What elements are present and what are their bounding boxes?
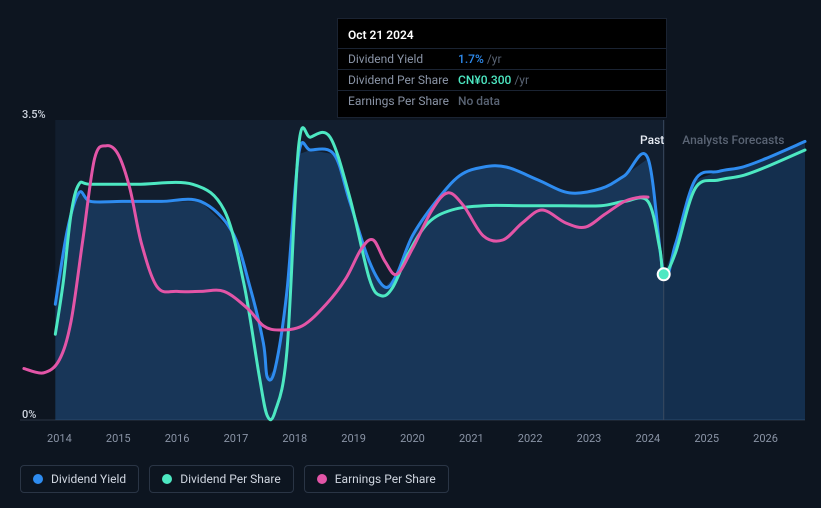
x-tick: 2014 <box>30 432 89 445</box>
legend-label: Earnings Per Share <box>335 472 436 486</box>
x-tick: 2019 <box>324 432 383 445</box>
legend-item[interactable]: Dividend Yield <box>20 465 139 493</box>
band-labels: Past Analysts Forecasts <box>640 133 784 147</box>
x-tick: 2018 <box>265 432 324 445</box>
tooltip-row: Earnings Per ShareNo data <box>338 91 666 111</box>
x-tick: 2021 <box>442 432 501 445</box>
x-tick: 2016 <box>148 432 207 445</box>
past-label: Past <box>640 133 664 147</box>
legend-label: Dividend Yield <box>51 472 126 486</box>
dividend-chart: 3.5% 0% Past Analysts Forecasts 20142015… <box>0 0 821 508</box>
y-tick-max: 3.5% <box>22 108 46 121</box>
tooltip-row-label: Dividend Per Share <box>348 73 458 87</box>
x-axis: 2014201520162017201820192020202120222023… <box>20 432 805 445</box>
x-tick: 2015 <box>89 432 148 445</box>
tooltip-row-value: CN¥0.300 <box>458 73 511 87</box>
chart-legend: Dividend Yield Dividend Per Share Earnings… <box>20 465 449 493</box>
legend-dot-icon <box>162 474 172 484</box>
x-tick: 2026 <box>736 432 795 445</box>
x-tick: 2024 <box>618 432 677 445</box>
legend-item[interactable]: Earnings Per Share <box>304 465 449 493</box>
chart-tooltip: Oct 21 2024 Dividend Yield1.7%/yrDividen… <box>337 18 667 118</box>
tooltip-row: Dividend Per ShareCN¥0.300/yr <box>338 70 666 91</box>
x-tick: 2022 <box>501 432 560 445</box>
tooltip-row-label: Earnings Per Share <box>348 94 458 108</box>
tooltip-row: Dividend Yield1.7%/yr <box>338 49 666 70</box>
tooltip-row-value: 1.7% <box>458 52 484 66</box>
x-tick: 2020 <box>383 432 442 445</box>
legend-label: Dividend Per Share <box>180 472 281 486</box>
x-tick: 2025 <box>677 432 736 445</box>
legend-dot-icon <box>317 474 327 484</box>
x-tick: 2023 <box>560 432 619 445</box>
x-tick: 2017 <box>207 432 266 445</box>
tooltip-date: Oct 21 2024 <box>338 25 666 49</box>
legend-item[interactable]: Dividend Per Share <box>149 465 294 493</box>
tooltip-row-unit: /yr <box>487 52 502 66</box>
tooltip-row-label: Dividend Yield <box>348 52 458 66</box>
legend-dot-icon <box>33 474 43 484</box>
tooltip-row-value: No data <box>458 94 500 108</box>
y-tick-min: 0% <box>22 408 36 421</box>
forecast-label: Analysts Forecasts <box>682 133 784 147</box>
tooltip-row-unit: /yr <box>514 73 529 87</box>
